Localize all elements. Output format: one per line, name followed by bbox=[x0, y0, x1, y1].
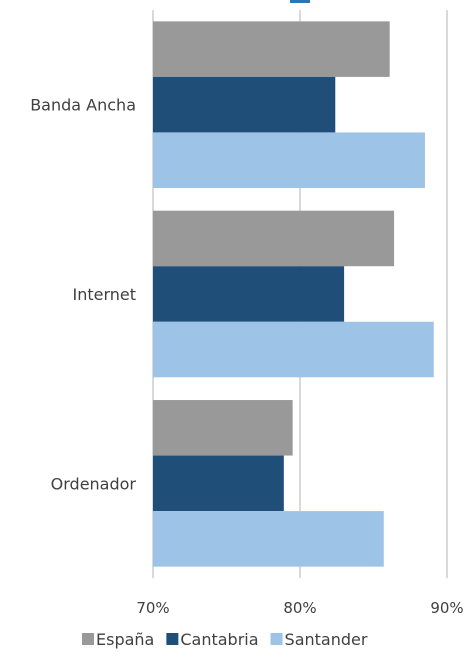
bar-cantabria-ordenador bbox=[153, 455, 284, 512]
legend-label-cantabria: Cantabria bbox=[180, 630, 258, 649]
bar-espana-banda-ancha bbox=[153, 21, 390, 77]
legend: España Cantabria Santander bbox=[82, 630, 368, 649]
legend-swatch-espana bbox=[82, 633, 94, 645]
x-tick-label: 70% bbox=[136, 599, 169, 617]
category-label: Banda Ancha bbox=[30, 96, 136, 115]
legend-swatch-cantabria bbox=[166, 633, 179, 645]
category-label: Ordenador bbox=[51, 474, 137, 493]
bar-espana-internet bbox=[153, 210, 395, 267]
bar-santander-ordenador bbox=[153, 511, 384, 567]
legend-swatch-santander bbox=[270, 633, 283, 645]
tick-labels: 70% 80% 90% bbox=[136, 599, 463, 617]
bar-espana-ordenador bbox=[153, 400, 293, 456]
chart-title-fragment bbox=[290, 0, 310, 3]
legend-label-espana: España bbox=[96, 630, 154, 649]
x-tick-label: 80% bbox=[283, 599, 316, 617]
bar-cantabria-banda-ancha bbox=[153, 76, 336, 133]
bar-santander-banda-ancha bbox=[153, 132, 425, 188]
x-tick-label: 90% bbox=[430, 599, 463, 617]
bars bbox=[153, 21, 434, 567]
category-label: Internet bbox=[72, 285, 136, 304]
bar-santander-internet bbox=[153, 321, 434, 378]
legend-label-santander: Santander bbox=[285, 630, 368, 649]
bar-cantabria-internet bbox=[153, 266, 345, 322]
category-labels: Banda Ancha Internet Ordenador bbox=[30, 96, 136, 494]
